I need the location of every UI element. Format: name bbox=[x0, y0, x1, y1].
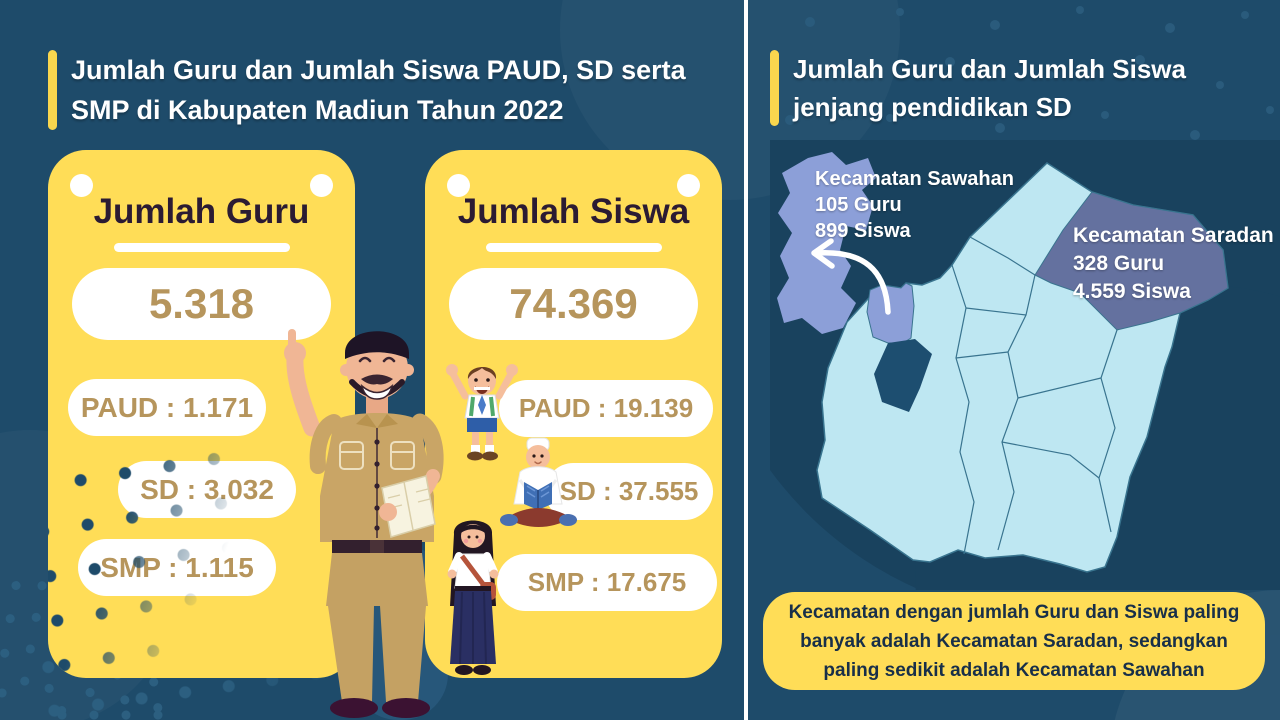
right-title-block: Jumlah Guru dan Jumlah Siswa jenjang pen… bbox=[770, 50, 1270, 126]
panel-divider bbox=[744, 0, 748, 720]
dots-decoration bbox=[48, 432, 276, 678]
guru-total-pill: 5.318 bbox=[72, 268, 331, 340]
guru-paud-pill: PAUD : 1.171 bbox=[68, 379, 266, 436]
guru-total-value: 5.318 bbox=[148, 280, 255, 327]
left-title: Jumlah Guru dan Jumlah Siswa PAUD, SD se… bbox=[71, 55, 686, 125]
siswa-sd-value: SD : 37.555 bbox=[559, 476, 699, 506]
sawahan-arrow bbox=[811, 238, 891, 315]
map-region-saradan bbox=[1034, 191, 1229, 331]
right-title: Jumlah Guru dan Jumlah Siswa jenjang pen… bbox=[793, 54, 1186, 122]
sawahan-guru: 105 Guru bbox=[815, 194, 902, 216]
siswa-total-pill: 74.369 bbox=[449, 268, 698, 340]
saradan-guru: 328 Guru bbox=[1073, 252, 1165, 275]
right-title-accent-bar bbox=[770, 50, 779, 126]
map-region-dark bbox=[874, 339, 932, 412]
card-underline bbox=[485, 243, 662, 252]
siswa-total-value: 74.369 bbox=[509, 280, 638, 327]
guru-paud-value: PAUD : 1.171 bbox=[80, 391, 254, 423]
student-reading-illustration bbox=[500, 437, 577, 527]
conclusion-note-text: Kecamatan dengan jumlah Guru dan Siswa p… bbox=[788, 601, 1240, 681]
madiun-district-map bbox=[770, 140, 1280, 590]
siswa-smp-value: SMP : 17.675 bbox=[527, 567, 687, 597]
left-title-block: Jumlah Guru dan Jumlah Siswa PAUD, SD se… bbox=[48, 50, 708, 130]
guru-card-title: Jumlah Guru bbox=[93, 192, 310, 231]
card-corner-dot bbox=[447, 174, 470, 197]
card-corner-dot bbox=[310, 174, 333, 197]
saradan-name: Kecamatan Saradan bbox=[1073, 224, 1274, 247]
saradan-siswa: 4.559 Siswa bbox=[1073, 280, 1191, 303]
student-girl-illustration bbox=[447, 520, 499, 675]
teacher-illustration bbox=[284, 329, 444, 718]
siswa-sd-pill: SD : 37.555 bbox=[545, 463, 713, 520]
card-corner-dot bbox=[70, 174, 93, 197]
sawahan-label: Kecamatan Sawahan 105 Guru 899 Siswa bbox=[815, 166, 1014, 244]
siswa-card-title: Jumlah Siswa bbox=[457, 192, 690, 231]
card-underline bbox=[113, 243, 290, 252]
siswa-smp-pill: SMP : 17.675 bbox=[497, 554, 717, 611]
siswa-paud-value: PAUD : 19.139 bbox=[518, 393, 694, 423]
saradan-label: Kecamatan Saradan 328 Guru 4.559 Siswa bbox=[1073, 222, 1274, 306]
card-corner-dot bbox=[677, 174, 700, 197]
sawahan-name: Kecamatan Sawahan bbox=[815, 168, 1014, 190]
student-cheering-illustration bbox=[446, 364, 518, 461]
siswa-paud-pill: PAUD : 19.139 bbox=[499, 380, 713, 437]
left-title-accent-bar bbox=[48, 50, 57, 130]
sawahan-siswa: 899 Siswa bbox=[815, 220, 911, 242]
conclusion-note-box: Kecamatan dengan jumlah Guru dan Siswa p… bbox=[763, 592, 1265, 690]
